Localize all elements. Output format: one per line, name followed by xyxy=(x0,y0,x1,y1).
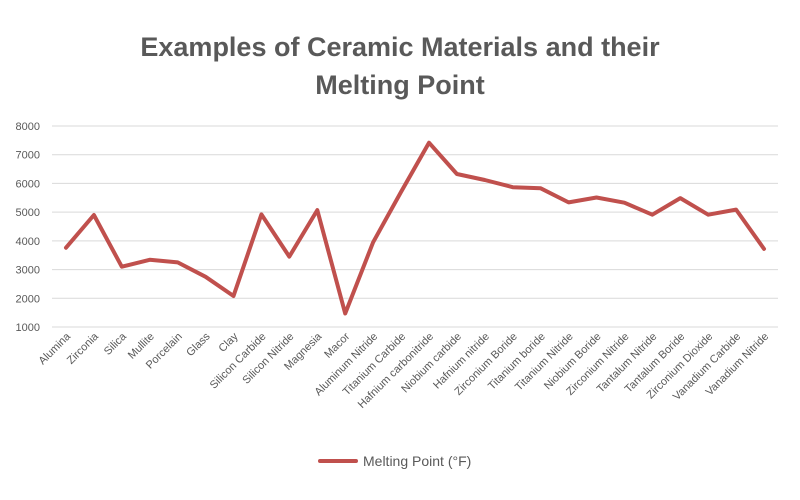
y-tick-label: 6000 xyxy=(16,178,40,190)
y-tick-label: 2000 xyxy=(16,293,40,305)
x-tick-label: Clay xyxy=(217,330,241,354)
y-tick-label: 1000 xyxy=(16,322,40,334)
x-tick-label: Glass xyxy=(184,330,213,359)
series-line xyxy=(64,140,766,316)
y-tick-label: 8000 xyxy=(16,121,40,133)
y-tick-label: 4000 xyxy=(16,236,40,248)
y-tick-label: 7000 xyxy=(16,150,40,162)
legend-label: Melting Point (°F) xyxy=(363,453,471,469)
chart-title-line-1: Examples of Ceramic Materials and their xyxy=(140,32,660,62)
x-tick-label: Zirconia xyxy=(65,330,102,367)
chart-title-line-2: Melting Point xyxy=(315,70,485,100)
y-tick-label: 3000 xyxy=(16,265,40,277)
y-tick-label: 5000 xyxy=(16,207,40,219)
chart-title: Examples of Ceramic Materials and their … xyxy=(0,28,800,104)
